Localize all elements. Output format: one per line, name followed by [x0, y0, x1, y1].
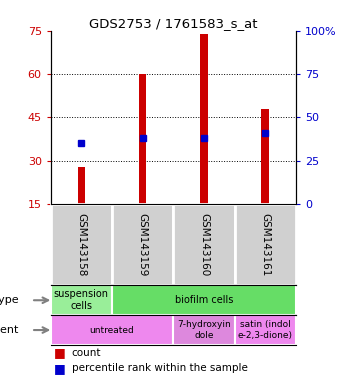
- Text: cell type: cell type: [0, 295, 19, 305]
- Bar: [112, 285, 296, 315]
- Bar: [234, 315, 296, 345]
- Bar: [112, 204, 173, 285]
- Text: satin (indol
e-2,3-dione): satin (indol e-2,3-dione): [238, 320, 293, 340]
- Bar: [261, 109, 269, 204]
- Bar: [51, 315, 173, 345]
- Bar: [139, 74, 146, 204]
- Text: GSM143159: GSM143159: [138, 213, 148, 276]
- Bar: [173, 204, 234, 285]
- Bar: [234, 204, 296, 285]
- Bar: [173, 315, 234, 345]
- Bar: [51, 204, 112, 285]
- Text: ■: ■: [54, 362, 66, 375]
- Text: GSM143161: GSM143161: [260, 213, 270, 276]
- Title: GDS2753 / 1761583_s_at: GDS2753 / 1761583_s_at: [89, 17, 258, 30]
- Bar: [51, 285, 112, 315]
- Text: suspension
cells: suspension cells: [54, 290, 109, 311]
- Text: biofilm cells: biofilm cells: [175, 295, 233, 305]
- Text: percentile rank within the sample: percentile rank within the sample: [72, 363, 248, 373]
- Text: agent: agent: [0, 325, 19, 335]
- Bar: [200, 34, 208, 204]
- Bar: [78, 167, 85, 204]
- Text: ■: ■: [54, 346, 66, 359]
- Text: GSM143160: GSM143160: [199, 213, 209, 276]
- Text: 7-hydroxyin
dole: 7-hydroxyin dole: [177, 320, 231, 340]
- Text: count: count: [72, 348, 101, 358]
- Text: GSM143158: GSM143158: [76, 213, 86, 276]
- Text: untreated: untreated: [90, 326, 134, 334]
